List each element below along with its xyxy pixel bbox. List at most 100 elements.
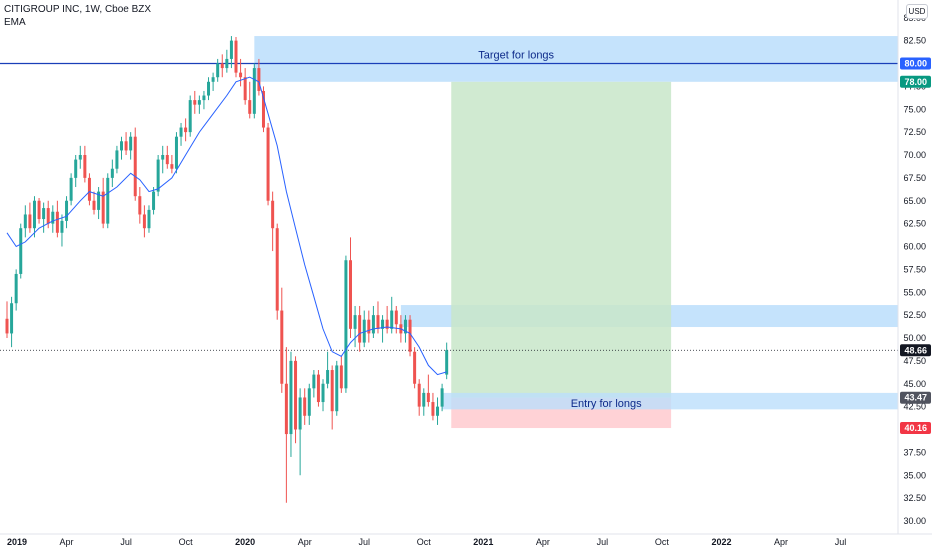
candle-body xyxy=(316,374,320,403)
price-tick-label: 55.00 xyxy=(903,287,926,297)
time-axis[interactable]: 2019 Apr Jul Oct 2020 Apr Jul Oct 2021 Apr Jul Oct 2… xyxy=(7,537,846,547)
candle-body xyxy=(120,141,123,151)
price-badge-text: 43.47 xyxy=(904,393,927,403)
candle-body xyxy=(97,191,101,210)
price-tick-label: 67.50 xyxy=(903,173,926,183)
candle-body xyxy=(193,100,197,105)
candle xyxy=(312,370,316,398)
candle xyxy=(339,356,343,393)
horizontal-lines-layer xyxy=(0,62,898,351)
price-badge-bg xyxy=(900,422,931,435)
candle-body xyxy=(165,155,169,165)
candle xyxy=(367,310,371,343)
candle xyxy=(156,155,160,197)
time-tick-label: Oct xyxy=(179,537,194,547)
candle-body xyxy=(216,63,220,78)
candle-body xyxy=(92,200,96,210)
candle-body xyxy=(403,319,407,334)
price-tick-label: 47.50 xyxy=(903,356,926,366)
price-badge-text: 78.00 xyxy=(904,77,927,87)
candle xyxy=(271,191,275,252)
candle xyxy=(330,365,334,430)
candle xyxy=(170,155,174,174)
candle xyxy=(10,296,14,348)
candle-body xyxy=(156,159,160,192)
candle-body xyxy=(266,127,270,201)
candle xyxy=(275,223,279,320)
entry-zone[interactable] xyxy=(442,392,898,410)
candle xyxy=(349,237,352,338)
candle-body xyxy=(436,406,440,416)
candle xyxy=(106,173,110,229)
candle-body xyxy=(294,360,298,430)
candle xyxy=(229,36,233,69)
candle-body xyxy=(65,200,69,221)
candle xyxy=(316,370,320,407)
candle-body xyxy=(312,374,316,389)
price-tick-label: 37.50 xyxy=(903,447,926,457)
candle xyxy=(161,145,165,174)
candle-body xyxy=(445,350,449,375)
candle xyxy=(362,310,366,348)
candle xyxy=(307,383,311,425)
target-zone[interactable] xyxy=(254,36,898,82)
candle-body xyxy=(303,397,307,416)
candle-body xyxy=(211,77,215,82)
candle-body xyxy=(426,392,430,403)
candle-body xyxy=(78,155,82,160)
candle-body xyxy=(275,228,279,311)
candle-body xyxy=(422,392,426,407)
candle xyxy=(202,90,206,110)
candle-body xyxy=(280,310,284,384)
candle-body xyxy=(394,310,398,325)
price-badge: 78.00 xyxy=(900,75,931,88)
candle xyxy=(294,356,298,444)
candle-body xyxy=(51,211,55,224)
ema-indicator-label[interactable]: EMA xyxy=(4,17,26,28)
candle-body xyxy=(188,100,192,133)
candle-body xyxy=(161,155,165,160)
candle xyxy=(184,118,188,142)
currency-button[interactable]: USD xyxy=(906,4,928,19)
profit-zone[interactable] xyxy=(451,81,672,398)
candle-body xyxy=(14,273,18,304)
candle xyxy=(110,159,114,188)
candle xyxy=(257,58,261,96)
candle-body xyxy=(42,208,46,220)
symbol-title[interactable]: CITIGROUP INC, 1W, Cboe BZX xyxy=(4,4,152,15)
candle-body xyxy=(74,159,78,178)
candle xyxy=(280,287,284,393)
candle-body xyxy=(358,315,362,343)
price-axis[interactable]: 30.0032.5035.0037.5040.0042.5045.0047.50… xyxy=(903,13,926,526)
candle xyxy=(197,95,201,114)
candle xyxy=(211,72,215,91)
candle xyxy=(152,187,156,215)
candle-body xyxy=(367,319,371,334)
candle-body xyxy=(129,136,133,151)
entry-for-longs-label: Entry for longs xyxy=(571,398,642,410)
candle-body xyxy=(330,370,334,412)
candle xyxy=(326,351,330,389)
candle-body xyxy=(326,370,330,384)
price-badge: 40.16 xyxy=(900,422,931,435)
time-tick-label: Oct xyxy=(417,537,432,547)
candle-body xyxy=(353,315,357,329)
candle-body xyxy=(349,260,352,329)
candle xyxy=(32,196,36,238)
candle-body xyxy=(197,100,201,105)
price-badges-layer: 80.00 78.00 48.66 43.47 40.16 xyxy=(900,57,931,435)
candle-body xyxy=(335,365,339,412)
time-tick-label: 2019 xyxy=(7,537,27,547)
candle-body xyxy=(69,177,73,201)
candle xyxy=(74,155,78,188)
time-tick-label: Apr xyxy=(536,537,550,547)
candle-body xyxy=(257,68,261,91)
price-axis-background xyxy=(898,0,932,550)
candle-body xyxy=(252,68,256,114)
candle-body xyxy=(344,260,348,389)
candle-body xyxy=(115,150,119,169)
candle xyxy=(252,63,256,119)
candle xyxy=(303,388,307,425)
candle xyxy=(344,255,348,393)
